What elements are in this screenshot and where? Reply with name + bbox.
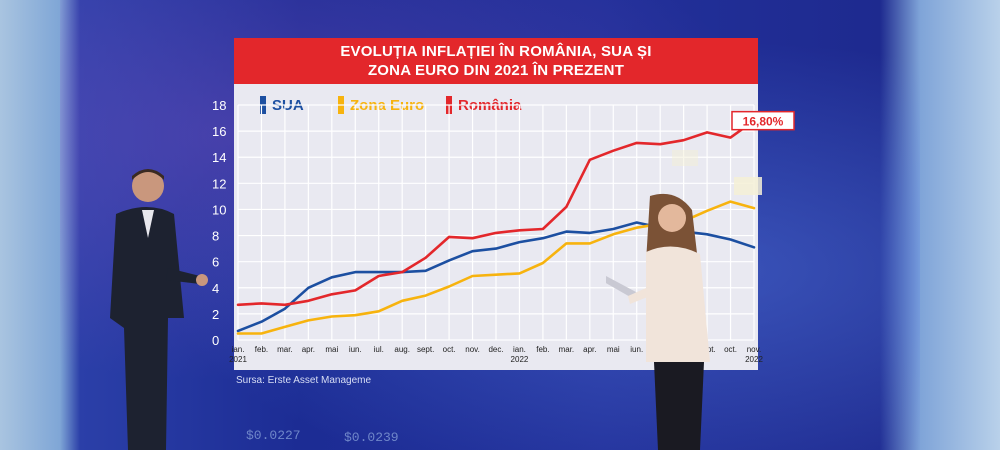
- x-tick-label: oct.: [443, 345, 456, 354]
- x-tick-label: nov.: [465, 345, 480, 354]
- x-tick-label: apr.: [302, 345, 315, 354]
- x-tick-label: sept.: [417, 345, 434, 354]
- x-tick-label: iul.: [374, 345, 384, 354]
- x-tick-label: ian.: [513, 345, 526, 354]
- x-tick-label: aug.: [394, 345, 410, 354]
- y-tick-label: 10: [212, 202, 226, 217]
- x-tick-label: mai: [607, 345, 620, 354]
- x-tick-label: oct.: [724, 345, 737, 354]
- x-tick-label: 2022: [745, 355, 763, 364]
- x-tick-label: 2022: [511, 355, 529, 364]
- ticker-value: $0.0239: [344, 430, 399, 445]
- x-tick-label: apr.: [583, 345, 596, 354]
- y-tick-label: 18: [212, 98, 226, 113]
- annotation-label: 16,80%: [743, 115, 784, 129]
- decor-block: [734, 177, 762, 195]
- x-tick-label: mar.: [277, 345, 293, 354]
- x-tick-label: iun.: [349, 345, 362, 354]
- x-tick-label: feb.: [255, 345, 268, 354]
- y-tick-label: 14: [212, 150, 226, 165]
- x-tick-label: dec.: [488, 345, 503, 354]
- x-tick-label: mai: [325, 345, 338, 354]
- x-tick-label: iun.: [630, 345, 643, 354]
- x-tick-label: feb.: [536, 345, 549, 354]
- y-tick-label: 16: [212, 124, 226, 139]
- ticker-value: $0.0227: [246, 428, 301, 443]
- series-line: [236, 119, 756, 307]
- y-tick-label: 8: [212, 229, 219, 244]
- decor-block: [672, 150, 698, 166]
- x-tick-label: 2021: [229, 355, 247, 364]
- y-tick-label: 6: [212, 255, 219, 270]
- x-tick-label: ian.: [232, 345, 245, 354]
- x-tick-label: nov.: [747, 345, 762, 354]
- y-tick-label: 4: [212, 281, 219, 296]
- presenter-female: [606, 193, 710, 450]
- chart-title-line: ZONA EURO DIN 2021 ÎN PREZENT: [367, 62, 625, 79]
- chart-source: Sursa: Erste Asset Manageme: [236, 375, 372, 386]
- annotation-box: [731, 110, 795, 131]
- y-tick-label: 0: [212, 333, 219, 348]
- x-tick-label: mar.: [559, 345, 575, 354]
- presenter-male: [110, 169, 208, 450]
- y-tick-label: 2: [212, 307, 219, 322]
- chart-title-line: EVOLUȚIA INFLAȚIEI ÎN ROMÂNIA, SUA ȘI: [340, 43, 652, 60]
- chart-title: EVOLUȚIA INFLAȚIEI ÎN ROMÂNIA, SUA ȘI ZO…: [234, 38, 758, 84]
- y-tick-label: 12: [212, 176, 226, 191]
